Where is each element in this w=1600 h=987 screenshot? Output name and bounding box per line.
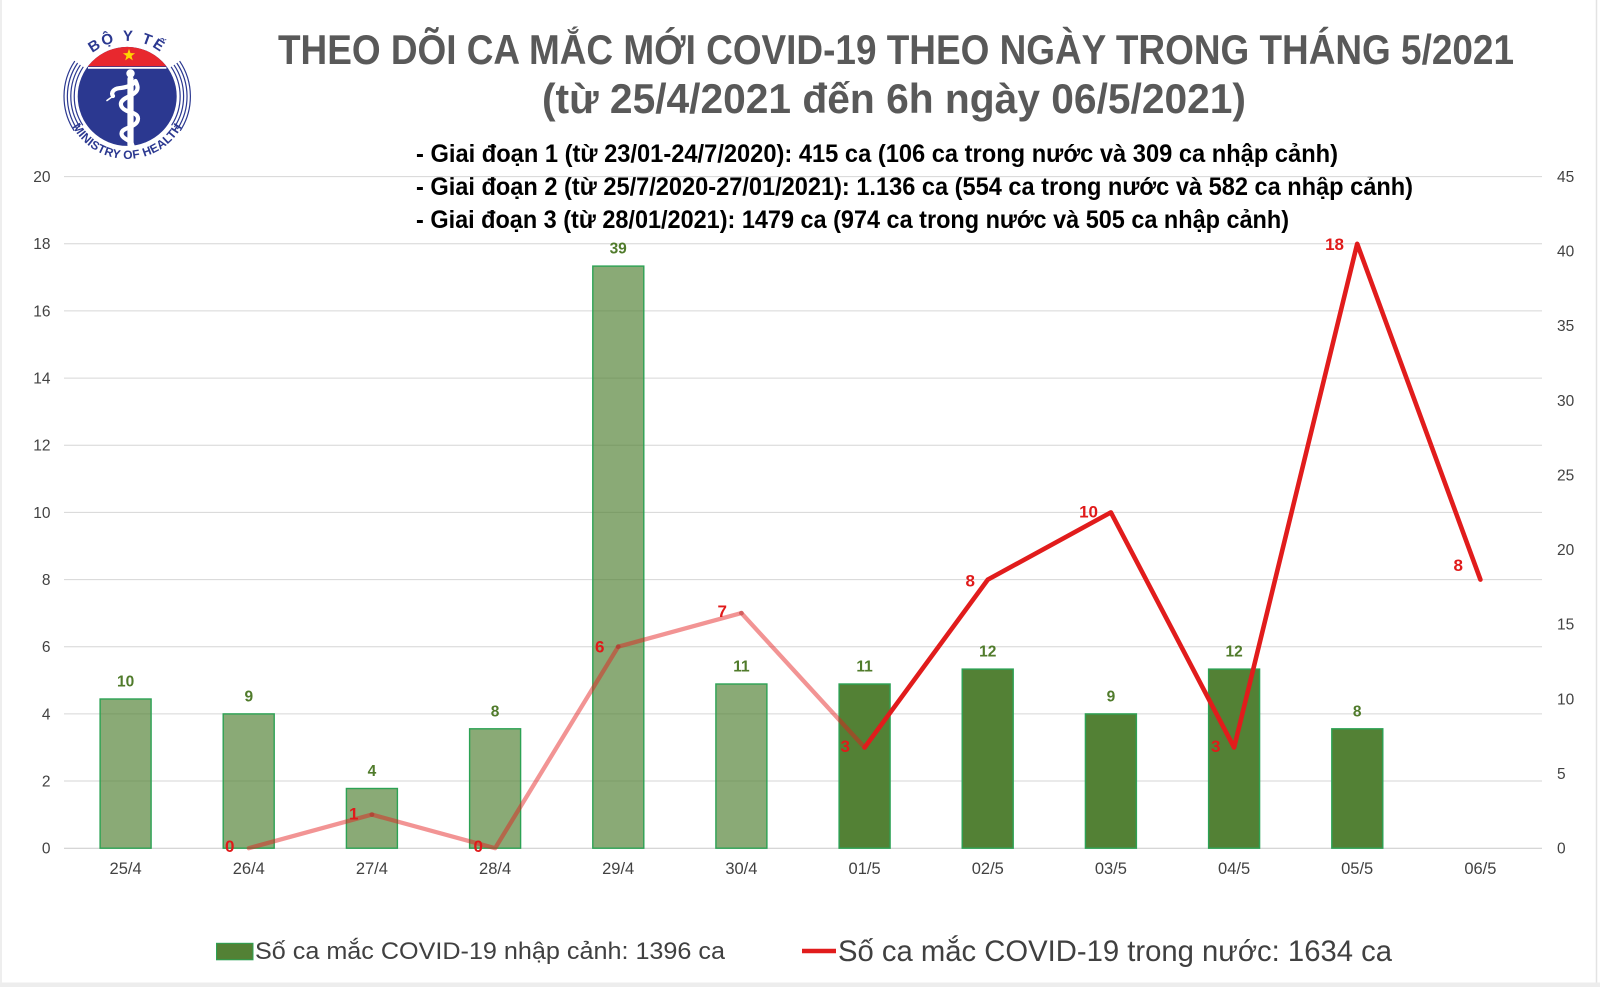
svg-text:(từ 25/4/2021 đến 6h ngày 06/5: (từ 25/4/2021 đến 6h ngày 06/5/2021) [542, 75, 1246, 122]
svg-text:01/5: 01/5 [849, 860, 881, 878]
svg-text:9: 9 [244, 688, 253, 705]
svg-text:20: 20 [1557, 542, 1575, 559]
svg-text:06/5: 06/5 [1464, 860, 1496, 878]
svg-text:8: 8 [1454, 556, 1463, 575]
svg-text:45: 45 [1557, 169, 1574, 186]
svg-text:THEO DÕI CA MẮC MỚI COVID-19 T: THEO DÕI CA MẮC MỚI COVID-19 THEO NGÀY T… [278, 25, 1514, 73]
svg-text:8: 8 [42, 572, 51, 589]
svg-text:02/5: 02/5 [972, 860, 1004, 878]
svg-text:16: 16 [33, 303, 50, 320]
svg-text:0: 0 [42, 841, 51, 858]
svg-text:10: 10 [1079, 503, 1098, 522]
svg-text:- Giai đoạn 2 (từ 25/7/2020-27: - Giai đoạn 2 (từ 25/7/2020-27/01/2021):… [416, 173, 1413, 201]
svg-text:6: 6 [595, 638, 604, 657]
svg-text:28/4: 28/4 [479, 860, 511, 878]
svg-text:- Giai đoạn 1 (từ 23/01-24/7/2: - Giai đoạn 1 (từ 23/01-24/7/2020): 415 … [416, 140, 1338, 168]
svg-text:18: 18 [33, 236, 50, 253]
svg-text:Số ca mắc COVID-19 nhập cảnh:: Số ca mắc COVID-19 nhập cảnh: 1396 ca [255, 938, 725, 965]
svg-text:25/4: 25/4 [110, 860, 142, 878]
svg-text:35: 35 [1557, 318, 1574, 335]
svg-text:3: 3 [841, 737, 850, 756]
svg-text:0: 0 [225, 837, 234, 856]
svg-text:8: 8 [966, 572, 975, 591]
svg-text:4: 4 [42, 706, 51, 723]
svg-text:10: 10 [1557, 691, 1575, 708]
svg-text:0: 0 [1557, 841, 1566, 858]
svg-text:8: 8 [1353, 703, 1362, 720]
svg-text:8: 8 [491, 703, 500, 720]
svg-text:Số ca mắc COVID-19 trong nước:: Số ca mắc COVID-19 trong nước: 1634 ca [838, 935, 1392, 968]
svg-text:20: 20 [33, 169, 51, 186]
svg-text:15: 15 [1557, 617, 1574, 634]
svg-text:6: 6 [42, 639, 51, 656]
svg-text:11: 11 [856, 659, 873, 676]
svg-text:30: 30 [1557, 393, 1575, 410]
svg-text:10: 10 [117, 674, 134, 691]
svg-text:26/4: 26/4 [233, 860, 265, 878]
svg-text:30/4: 30/4 [725, 860, 757, 878]
svg-text:12: 12 [979, 644, 996, 661]
svg-text:12: 12 [1225, 644, 1242, 661]
svg-text:04/5: 04/5 [1218, 860, 1250, 878]
svg-text:2: 2 [42, 773, 51, 790]
svg-text:- Giai đoạn 3 (từ 28/01/2021):: - Giai đoạn 3 (từ 28/01/2021): 1479 ca (… [416, 206, 1289, 234]
svg-text:10: 10 [33, 505, 51, 522]
svg-text:11: 11 [733, 659, 750, 676]
svg-text:12: 12 [33, 438, 50, 455]
svg-text:1: 1 [349, 805, 358, 824]
svg-text:05/5: 05/5 [1341, 860, 1373, 878]
svg-text:4: 4 [368, 763, 377, 780]
svg-text:0: 0 [474, 837, 483, 856]
svg-text:29/4: 29/4 [602, 860, 634, 878]
svg-text:5: 5 [1557, 766, 1566, 783]
svg-text:9: 9 [1107, 688, 1116, 705]
svg-text:18: 18 [1325, 235, 1344, 254]
svg-text:25: 25 [1557, 468, 1574, 485]
svg-text:39: 39 [610, 241, 628, 258]
svg-text:7: 7 [718, 602, 727, 621]
svg-text:14: 14 [33, 371, 51, 388]
svg-text:3: 3 [1211, 737, 1220, 756]
svg-text:27/4: 27/4 [356, 860, 388, 878]
svg-text:03/5: 03/5 [1095, 860, 1127, 878]
svg-text:40: 40 [1557, 244, 1575, 261]
